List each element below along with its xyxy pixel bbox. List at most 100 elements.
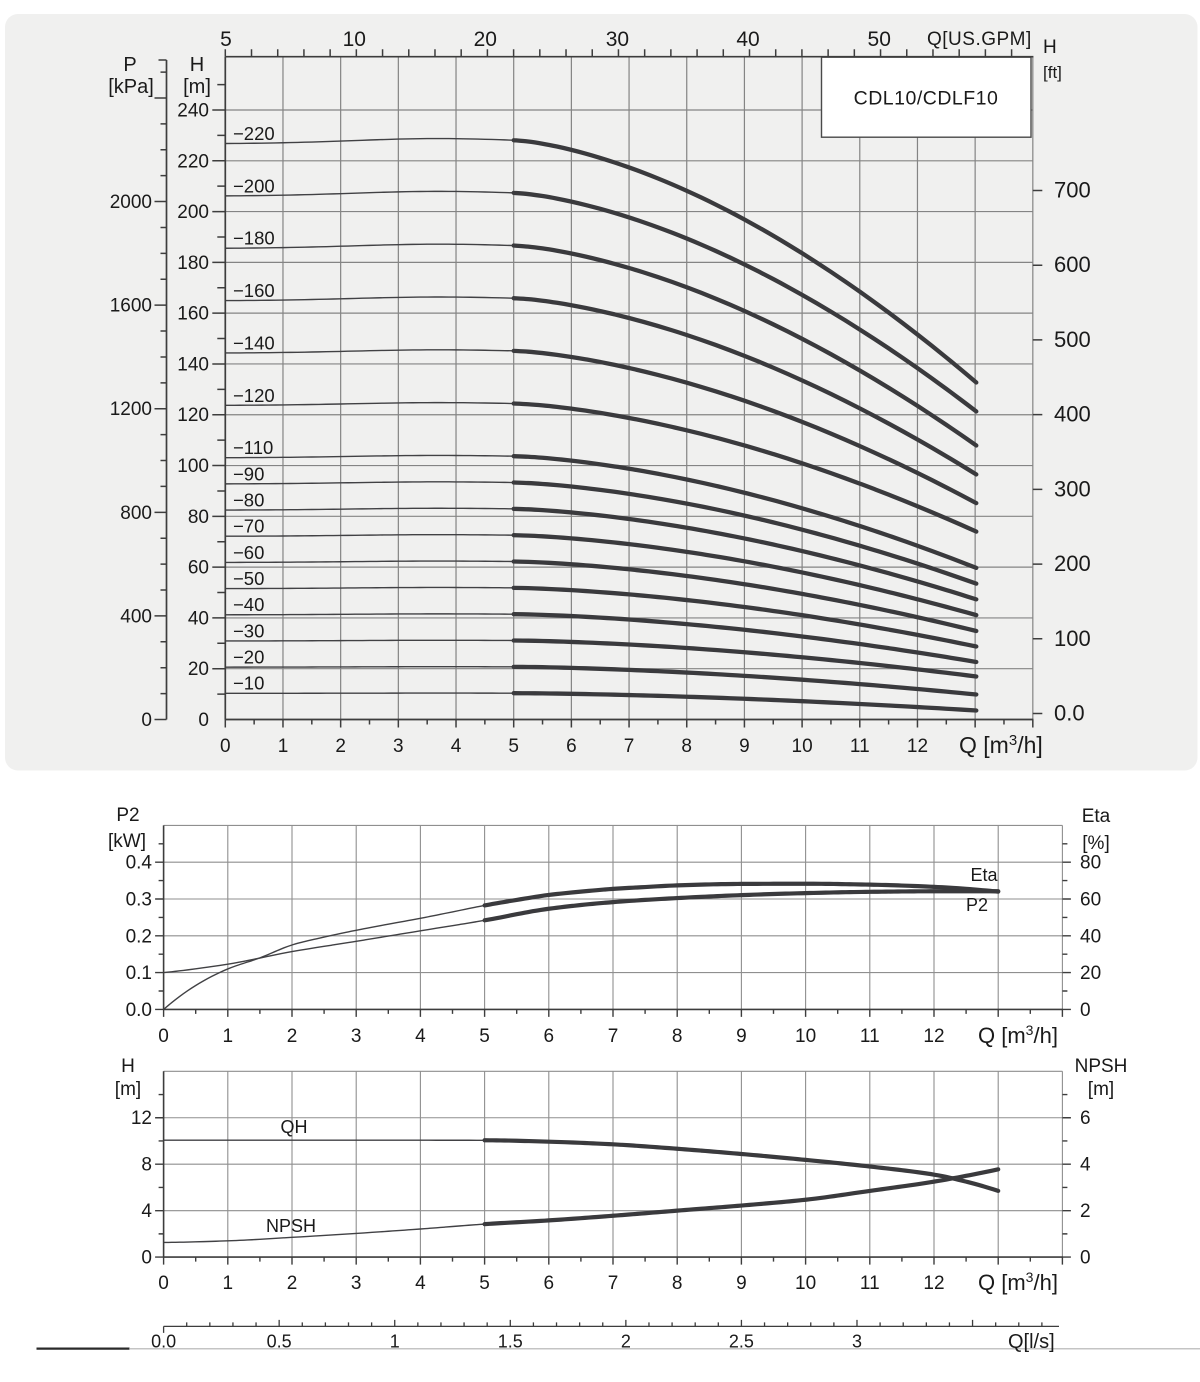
svg-text:2000: 2000 xyxy=(110,192,152,213)
svg-text:240: 240 xyxy=(177,101,209,122)
svg-text:9: 9 xyxy=(736,1273,747,1294)
svg-text:−160: −160 xyxy=(233,280,275,301)
svg-text:0: 0 xyxy=(141,710,152,731)
svg-text:−20: −20 xyxy=(233,647,264,668)
svg-text:−90: −90 xyxy=(233,463,264,484)
svg-text:−50: −50 xyxy=(233,568,264,589)
svg-text:[ft]: [ft] xyxy=(1043,63,1062,82)
svg-text:220: 220 xyxy=(177,151,209,172)
svg-text:300: 300 xyxy=(1054,476,1091,501)
svg-text:H: H xyxy=(190,54,204,76)
svg-text:2: 2 xyxy=(1080,1201,1091,1222)
svg-text:4: 4 xyxy=(141,1201,152,1222)
svg-text:2.5: 2.5 xyxy=(729,1332,754,1352)
svg-text:Eta: Eta xyxy=(970,865,998,885)
svg-text:11: 11 xyxy=(860,1026,880,1047)
svg-text:7: 7 xyxy=(624,736,635,757)
svg-text:6: 6 xyxy=(1080,1108,1091,1129)
svg-text:3: 3 xyxy=(351,1273,362,1294)
svg-text:P: P xyxy=(123,54,136,76)
svg-text:3: 3 xyxy=(393,736,404,757)
svg-text:8: 8 xyxy=(681,736,692,757)
svg-text:Q [m3/h]: Q [m3/h] xyxy=(978,1022,1058,1048)
svg-text:5: 5 xyxy=(508,736,519,757)
svg-text:4: 4 xyxy=(415,1026,426,1047)
svg-text:−180: −180 xyxy=(233,228,275,249)
svg-text:6: 6 xyxy=(544,1026,555,1047)
svg-text:10: 10 xyxy=(792,736,813,757)
svg-text:0: 0 xyxy=(141,1248,152,1269)
svg-text:50: 50 xyxy=(868,28,891,51)
svg-text:11: 11 xyxy=(850,736,870,757)
svg-text:[m]: [m] xyxy=(115,1079,141,1100)
svg-text:CDL10/CDLF10: CDL10/CDLF10 xyxy=(854,88,999,110)
svg-text:11: 11 xyxy=(860,1273,880,1294)
svg-text:40: 40 xyxy=(1080,926,1101,947)
svg-text:10: 10 xyxy=(795,1026,816,1047)
svg-text:0: 0 xyxy=(158,1026,169,1047)
svg-text:[m]: [m] xyxy=(183,76,211,98)
svg-text:P2: P2 xyxy=(966,895,988,915)
svg-text:1: 1 xyxy=(390,1332,400,1352)
svg-text:4: 4 xyxy=(415,1273,426,1294)
svg-text:0.1: 0.1 xyxy=(126,963,152,984)
svg-text:500: 500 xyxy=(1054,327,1091,352)
svg-text:−30: −30 xyxy=(233,620,264,641)
svg-text:0: 0 xyxy=(158,1273,169,1294)
svg-text:20: 20 xyxy=(188,659,209,680)
svg-text:180: 180 xyxy=(177,253,209,274)
svg-text:−200: −200 xyxy=(233,175,275,196)
svg-text:60: 60 xyxy=(1080,890,1101,911)
svg-text:Q[US.GPM]: Q[US.GPM] xyxy=(927,29,1032,50)
svg-text:3: 3 xyxy=(852,1332,862,1352)
svg-text:8: 8 xyxy=(672,1026,683,1047)
svg-text:P2: P2 xyxy=(116,805,139,826)
svg-text:0.0: 0.0 xyxy=(151,1332,176,1352)
svg-text:120: 120 xyxy=(177,405,209,426)
svg-text:10: 10 xyxy=(795,1273,816,1294)
svg-text:−220: −220 xyxy=(233,123,275,144)
svg-text:0: 0 xyxy=(198,710,209,731)
svg-text:−140: −140 xyxy=(233,332,275,353)
svg-text:10: 10 xyxy=(343,28,366,51)
svg-text:80: 80 xyxy=(188,507,209,528)
svg-text:6: 6 xyxy=(566,736,577,757)
svg-text:−70: −70 xyxy=(233,516,264,537)
svg-text:NPSH: NPSH xyxy=(266,1216,316,1236)
svg-text:1: 1 xyxy=(223,1026,234,1047)
svg-text:20: 20 xyxy=(1080,963,1101,984)
svg-text:800: 800 xyxy=(120,503,152,524)
svg-text:0.0: 0.0 xyxy=(126,1000,152,1021)
svg-text:Eta: Eta xyxy=(1082,806,1111,827)
svg-text:0: 0 xyxy=(1080,1000,1091,1021)
svg-text:2: 2 xyxy=(287,1026,298,1047)
svg-text:20: 20 xyxy=(474,28,497,51)
svg-text:4: 4 xyxy=(1080,1155,1091,1176)
svg-text:1600: 1600 xyxy=(110,296,152,317)
svg-text:80: 80 xyxy=(1080,853,1101,874)
svg-text:−80: −80 xyxy=(233,489,264,510)
svg-text:Q[l/s]: Q[l/s] xyxy=(1008,1331,1055,1353)
svg-text:−10: −10 xyxy=(233,673,264,694)
svg-text:3: 3 xyxy=(351,1026,362,1047)
svg-text:12: 12 xyxy=(907,736,928,757)
svg-text:[kW]: [kW] xyxy=(108,831,146,852)
svg-text:1.5: 1.5 xyxy=(498,1332,523,1352)
svg-text:2: 2 xyxy=(287,1273,298,1294)
svg-text:QH: QH xyxy=(281,1117,308,1137)
svg-text:9: 9 xyxy=(739,736,750,757)
svg-text:1200: 1200 xyxy=(110,399,152,420)
svg-text:0.3: 0.3 xyxy=(126,890,152,911)
svg-text:[kPa]: [kPa] xyxy=(108,76,154,98)
svg-text:4: 4 xyxy=(451,736,462,757)
svg-text:8: 8 xyxy=(672,1273,683,1294)
svg-text:0.4: 0.4 xyxy=(126,853,153,874)
svg-text:0.5: 0.5 xyxy=(267,1332,292,1352)
svg-text:Q [m3/h]: Q [m3/h] xyxy=(959,732,1043,758)
svg-text:8: 8 xyxy=(141,1155,152,1176)
svg-text:9: 9 xyxy=(736,1026,747,1047)
svg-text:600: 600 xyxy=(1054,252,1091,277)
svg-text:0.2: 0.2 xyxy=(126,926,152,947)
svg-text:−110: −110 xyxy=(233,437,273,458)
svg-text:6: 6 xyxy=(544,1273,555,1294)
